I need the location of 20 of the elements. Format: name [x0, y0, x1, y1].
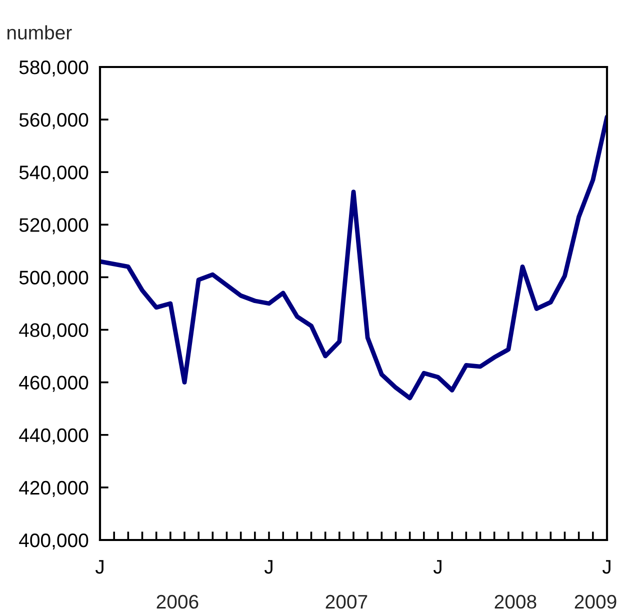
- y-tick-label: 440,000: [19, 428, 88, 444]
- x-tick-label: J: [602, 560, 610, 574]
- y-tick-label: 540,000: [19, 166, 88, 182]
- y-tick-label: 520,000: [19, 218, 88, 234]
- text: 2008: [494, 594, 536, 609]
- text: 2007: [326, 594, 368, 609]
- text: 2006: [156, 594, 198, 609]
- y-tick-label: 560,000: [19, 113, 88, 130]
- x-tick-label: J: [433, 560, 442, 574]
- x-tick-label: J: [264, 560, 272, 574]
- y-tick-label: 400,000: [19, 533, 88, 550]
- y-tick-label: 500,000: [19, 270, 88, 287]
- text: 2009: [574, 594, 616, 609]
- y-axis-title: number: [7, 25, 72, 40]
- y-tick-label: 420,000: [19, 480, 88, 497]
- y-tick-label: 480,000: [19, 323, 88, 340]
- y-tick-label: 460,000: [19, 376, 88, 392]
- line-series: [100, 114, 607, 400]
- x-tick-label: J: [95, 560, 104, 574]
- y-tick-label: 580,000: [19, 60, 88, 77]
